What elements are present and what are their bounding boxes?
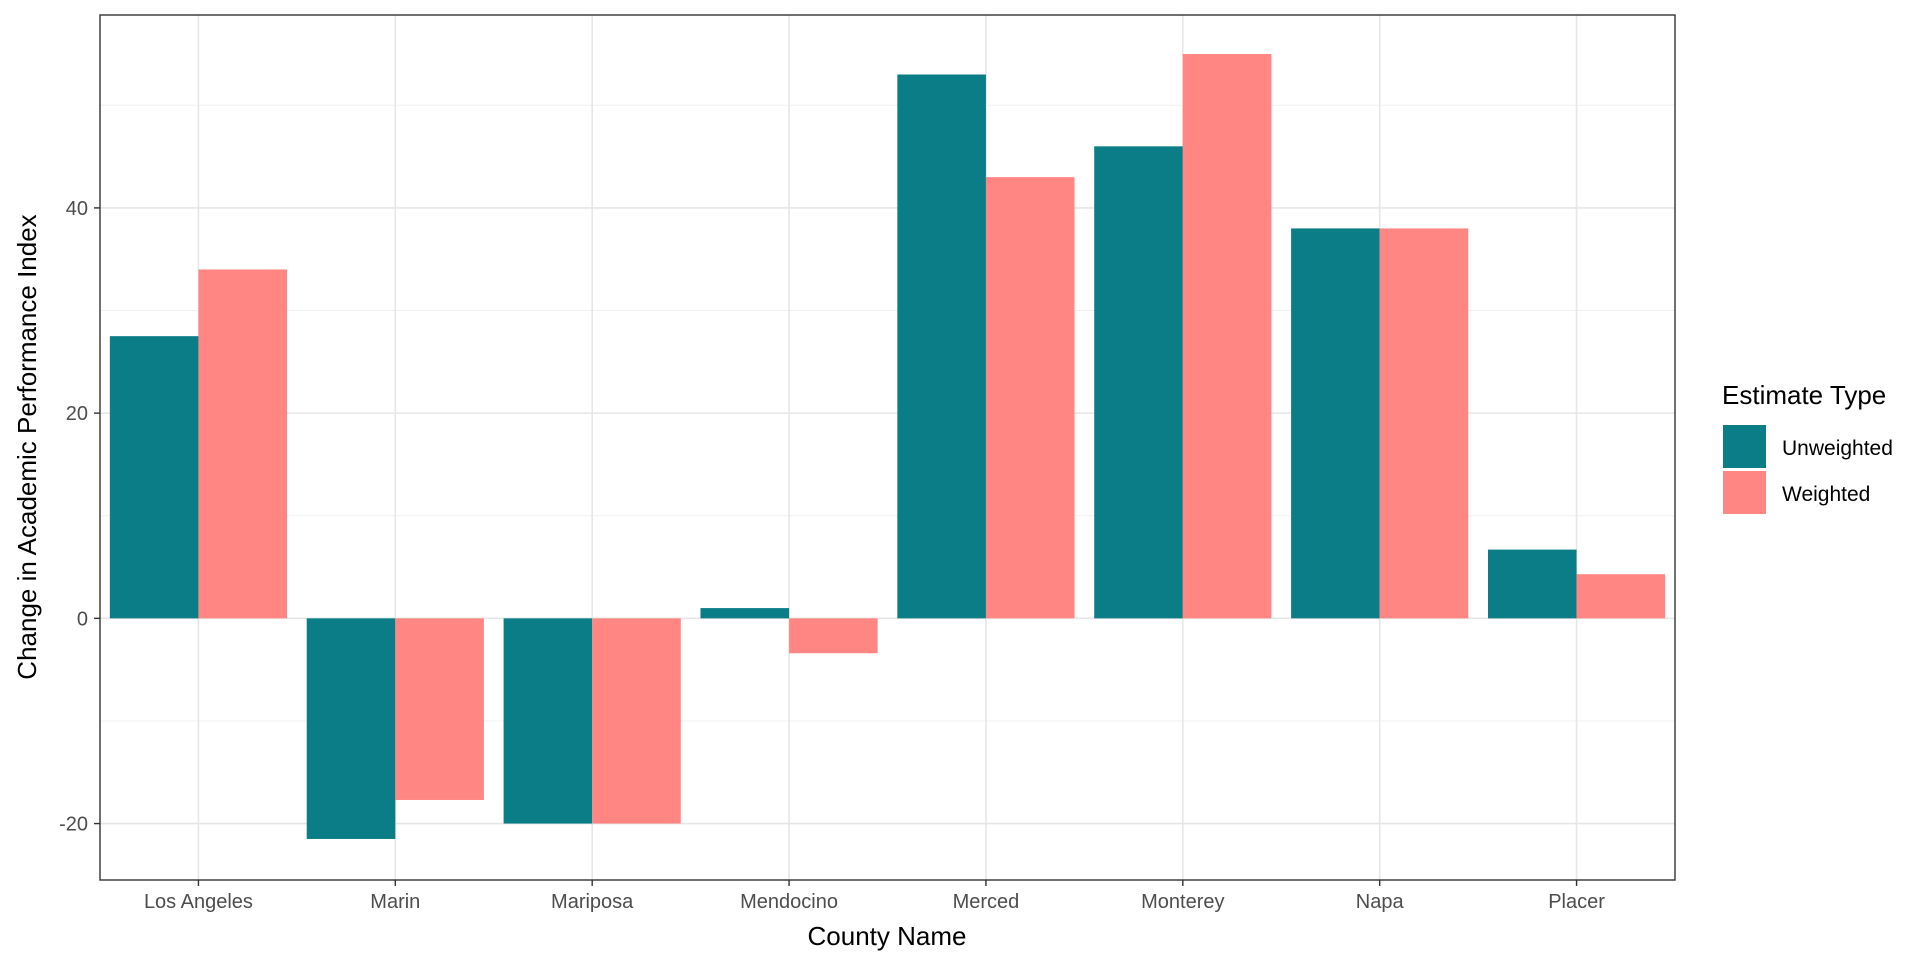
bar-weighted-merced — [985, 177, 1075, 619]
x-axis-title: County Name — [808, 921, 967, 951]
x-tick-label: Mariposa — [551, 891, 634, 913]
legend: Estimate Type Unweighted Weighted — [1722, 380, 1893, 514]
bar-weighted-mariposa — [592, 618, 681, 824]
y-tick-label: 20 — [66, 403, 88, 425]
y-axis-title: Change in Academic Performance Index — [12, 214, 42, 679]
x-tick-label: Marin — [370, 891, 420, 913]
bar-unweighted-mendocino — [700, 608, 790, 619]
bar-unweighted-marin — [306, 618, 396, 839]
bars — [109, 53, 1666, 839]
plot-border — [99, 14, 1676, 881]
x-tick-label: Los Angeles — [144, 891, 253, 913]
bar-weighted-napa — [1379, 228, 1469, 619]
x-tick-label: Mendocino — [740, 891, 838, 913]
bar-unweighted-mariposa — [503, 618, 593, 824]
y-tick-label: -20 — [59, 814, 88, 836]
legend-key-weighted — [1723, 471, 1766, 514]
x-tick-label: Monterey — [1141, 891, 1224, 913]
bar-unweighted-los-angeles — [109, 336, 199, 619]
y-tick-label: 0 — [77, 608, 88, 630]
bar-weighted-marin — [395, 618, 484, 800]
legend-label-unweighted: Unweighted — [1782, 437, 1893, 460]
x-tick-label: Placer — [1548, 891, 1605, 913]
legend-key-unweighted — [1723, 425, 1766, 468]
bar-unweighted-napa — [1291, 228, 1380, 619]
bar-unweighted-monterey — [1094, 146, 1183, 619]
x-tick-label: Merced — [953, 891, 1020, 913]
bar-weighted-placer — [1576, 574, 1666, 619]
legend-title: Estimate Type — [1722, 380, 1886, 410]
bar-unweighted-merced — [897, 74, 986, 619]
axis-ticks: -20 0 20 40 Los Angeles Marin Mariposa Mendocin… — [59, 198, 1605, 913]
bar-weighted-monterey — [1182, 53, 1272, 619]
y-tick-label: 40 — [66, 198, 88, 220]
x-tick-label: Napa — [1356, 891, 1405, 913]
bar-weighted-los-angeles — [198, 269, 288, 619]
bar-weighted-mendocino — [789, 618, 878, 654]
bar-unweighted-placer — [1487, 549, 1577, 619]
legend-label-weighted: Weighted — [1782, 483, 1870, 506]
